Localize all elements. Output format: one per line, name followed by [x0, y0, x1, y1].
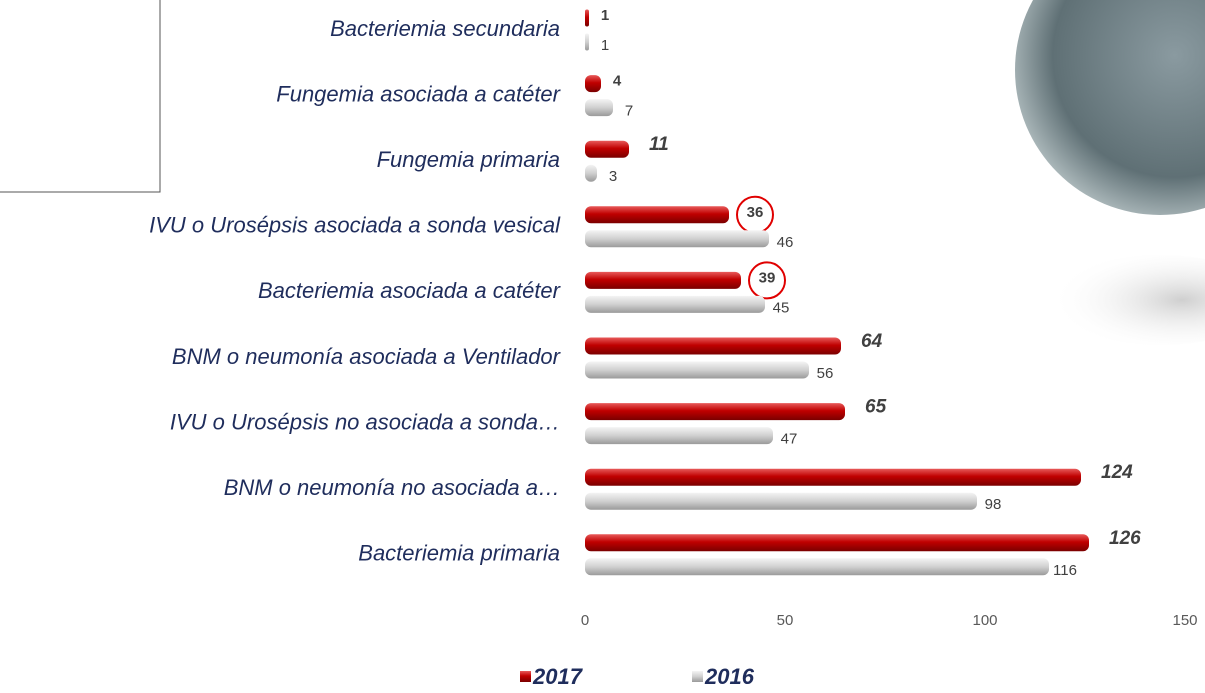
- bar: [585, 493, 977, 510]
- category-label: Fungemia primaria: [377, 147, 560, 172]
- x-tick-label: 50: [777, 612, 794, 629]
- value-label: 1: [601, 37, 609, 54]
- chart: 0 50 100 150 Bacteriemia secundaria Fungemia …: [0, 0, 1205, 688]
- bar: [585, 469, 1081, 486]
- category-label: IVU o Urosépsis no asociada a sonda…: [170, 409, 560, 434]
- value-label: 56: [817, 365, 834, 382]
- bar: [585, 165, 597, 182]
- bar: [585, 99, 613, 116]
- bar: [585, 141, 629, 158]
- bar: [585, 403, 845, 420]
- value-label: 7: [625, 103, 633, 120]
- bar: [585, 362, 809, 379]
- bar: [585, 534, 1089, 551]
- bar: [585, 75, 601, 92]
- bar: [585, 296, 765, 313]
- value-label: 126: [1109, 528, 1141, 549]
- bar: [585, 558, 1049, 575]
- bar: [585, 206, 729, 223]
- bar: [585, 10, 589, 27]
- value-label: 36: [747, 204, 764, 221]
- value-label: 47: [781, 431, 798, 448]
- photo: [1015, 0, 1205, 215]
- legend-label: 2016: [704, 664, 755, 688]
- frame-box: [0, 0, 160, 192]
- category-label: Fungemia asociada a catéter: [276, 81, 561, 106]
- shadow: [1050, 255, 1205, 345]
- category-label: IVU o Urosépsis asociada a sonda vesical: [149, 213, 561, 238]
- category-label: BNM o neumonía asociada a Ventilador: [172, 344, 562, 369]
- bar: [585, 272, 741, 289]
- bar: [585, 34, 589, 51]
- value-label: 1: [601, 7, 609, 24]
- legend-swatch: [692, 671, 703, 682]
- value-label: 3: [609, 168, 617, 185]
- bar: [585, 338, 841, 355]
- value-label: 4: [613, 73, 622, 90]
- legend-label: 2017: [532, 664, 584, 688]
- category-label: Bacteriemia asociada a catéter: [258, 278, 562, 303]
- category-label: Bacteriemia primaria: [358, 541, 560, 566]
- legend-swatch: [520, 671, 531, 682]
- value-label: 45: [773, 299, 790, 316]
- value-label: 116: [1053, 562, 1077, 579]
- x-tick-label: 0: [581, 612, 589, 629]
- category-label: Bacteriemia secundaria: [330, 16, 560, 41]
- value-label: 65: [865, 397, 887, 418]
- value-label: 64: [861, 331, 883, 352]
- bar: [585, 427, 773, 444]
- x-tick-label: 150: [1172, 612, 1197, 629]
- category-label: BNM o neumonía no asociada a…: [224, 475, 560, 500]
- value-label: 11: [649, 134, 669, 155]
- value-label: 98: [985, 496, 1002, 513]
- x-tick-label: 100: [972, 612, 997, 629]
- value-label: 39: [759, 269, 776, 286]
- bar: [585, 230, 769, 247]
- value-label: 124: [1101, 462, 1133, 483]
- value-label: 46: [777, 234, 794, 251]
